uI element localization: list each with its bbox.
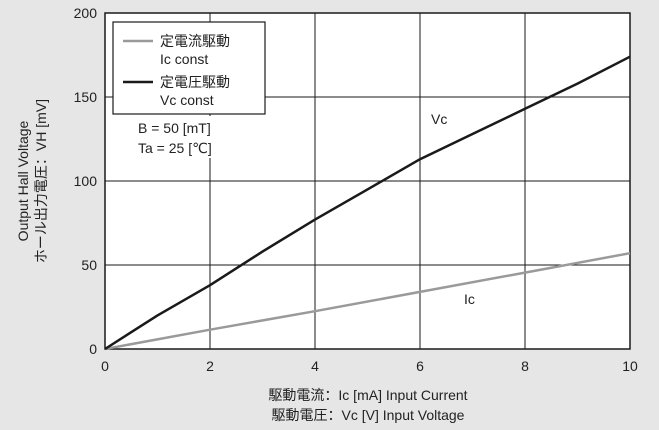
x-tick-label: 10 (622, 358, 638, 374)
legend-box (112, 21, 266, 115)
x-tick-label: 6 (416, 358, 424, 374)
legend-entry-ic-sub: Ic const (160, 51, 208, 67)
condition-field: B = 50 [mT] (138, 120, 211, 136)
y-tick-label: 50 (81, 257, 97, 273)
x-axis-label-line-2: 駆動電圧：Vc [V] Input Voltage (272, 407, 465, 423)
series-lines (104, 55, 631, 351)
series-label-vc: Vc (431, 111, 447, 127)
y-axis-label-line-1: Output Hall Voltage (15, 120, 31, 241)
y-axis-label-line-2: ホール出力電圧：VH [mV] (33, 99, 49, 263)
series-line-vc (104, 55, 631, 351)
y-tick-label: 100 (74, 173, 98, 189)
condition-temperature: Ta = 25 [℃] (138, 140, 212, 156)
x-tick-label: 0 (101, 358, 109, 374)
x-tick-label: 8 (521, 358, 529, 374)
legend: 定電流駆動 Ic const 定電圧駆動 Vc const (112, 21, 266, 115)
y-tick-label: 150 (74, 89, 98, 105)
series-line-ic (104, 251, 631, 351)
series-label-ic: Ic (464, 291, 475, 307)
legend-entry-ic: 定電流駆動 (160, 33, 230, 49)
legend-entry-vc: 定電圧駆動 (160, 74, 230, 90)
legend-entry-vc-sub: Vc const (160, 92, 214, 108)
conditions-bg (133, 116, 245, 158)
y-tick-label: 200 (74, 5, 98, 21)
x-tick-label: 2 (206, 358, 214, 374)
x-tick-label: 4 (311, 358, 319, 374)
x-axis-label-line-1: 駆動電流：Ic [mA] Input Current (268, 387, 467, 403)
y-tick-label: 0 (89, 341, 97, 357)
